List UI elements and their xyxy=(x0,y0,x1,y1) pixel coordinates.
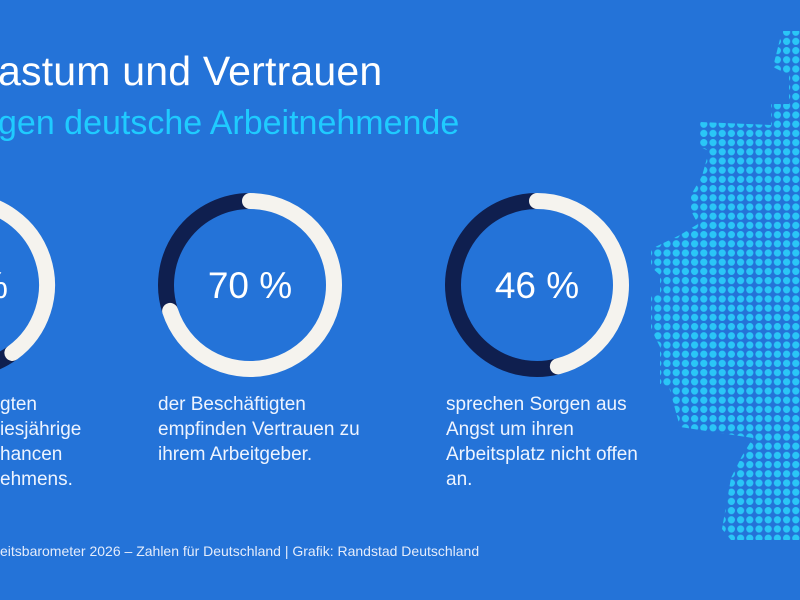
description-line: ehmens. xyxy=(0,469,73,490)
donut-value-label: 70 % xyxy=(208,265,292,306)
description-line: sprechen Sorgen aus xyxy=(446,394,627,415)
description-line: ihrem Arbeitgeber. xyxy=(158,444,313,465)
ring-1-description: gten iesjährige hancen ehmens. xyxy=(0,392,81,492)
donut-value-label: % xyxy=(0,265,8,306)
description-line: der Beschäftigten xyxy=(158,394,306,415)
ring-3-description: sprechen Sorgen aus Angst um ihren Arbei… xyxy=(446,392,638,492)
infographic-subtitle: gen deutsche Arbeitnehmende xyxy=(0,104,460,142)
description-line: gten xyxy=(0,394,37,415)
ring-2-description: der Beschäftigten empfinden Vertrauen zu… xyxy=(158,392,360,467)
description-line: an. xyxy=(446,469,473,490)
donut-value-arc xyxy=(162,193,342,377)
description-line: Arbeitsplatz nicht offen xyxy=(446,444,638,465)
donut-rest-arc xyxy=(445,193,560,377)
donut-rest-arc xyxy=(158,193,251,314)
description-line: empfinden Vertrauen zu xyxy=(158,419,360,440)
donut-value-label: 46 % xyxy=(495,265,579,306)
donut-value-arc xyxy=(529,193,629,375)
source-footer: eitsbarometer 2026 – Zahlen für Deutschl… xyxy=(0,543,480,559)
donut-value-arc xyxy=(0,200,55,361)
infographic-title: astum und Vertrauen xyxy=(0,48,383,94)
description-line: Angst um ihren xyxy=(446,419,574,440)
description-line: hancen xyxy=(0,444,63,465)
description-line: iesjährige xyxy=(0,419,82,440)
germany-dot-map xyxy=(651,31,800,540)
